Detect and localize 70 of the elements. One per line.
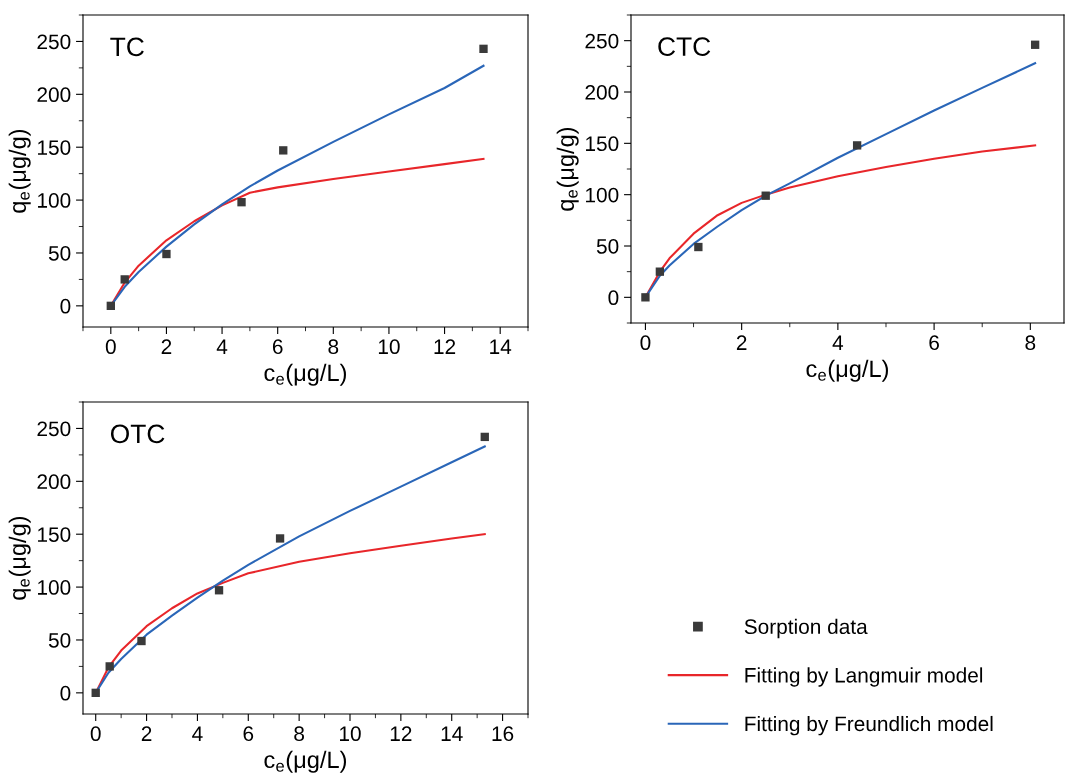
x-tick-label: 14 — [490, 339, 512, 354]
legend-label: Sorption data — [744, 618, 868, 639]
x-tick-label: 8 — [1025, 335, 1036, 351]
point — [162, 249, 171, 259]
point — [479, 44, 488, 54]
y-tick-label: 250 — [37, 421, 71, 437]
x-tick-label: 10 — [340, 726, 361, 742]
point — [279, 146, 288, 155]
y-tick-label: 0 — [608, 290, 619, 306]
x-axis-title: c$_{e}$(μg/L) — [806, 359, 888, 382]
y-tick-label: 100 — [586, 187, 619, 203]
text: TC — [110, 37, 144, 57]
x-tick-label: 0 — [105, 339, 116, 355]
y-tick-label: 0 — [60, 298, 71, 314]
x-tick-label: 6 — [243, 726, 254, 742]
x-tick-label: 2 — [141, 726, 152, 741]
point — [761, 191, 770, 200]
x-tick-label: 0 — [90, 726, 101, 742]
x-axis-title: c$_{e}$(μg/L) — [264, 750, 346, 773]
y-axis-title: q$_{e}$(μg/g) — [8, 516, 31, 600]
y-tick-label: 0 — [60, 685, 71, 701]
legend-label: Fitting by Freundlich model — [745, 715, 993, 736]
point — [106, 301, 115, 311]
y-axis-title: q$_{e}$(μg/g) — [556, 127, 579, 211]
y-tick-label: 50 — [48, 245, 71, 261]
x-tick-label: 8 — [328, 339, 339, 355]
legend-label: Fitting by Langmuir model — [745, 667, 983, 687]
y-tick-label: 100 — [38, 193, 71, 208]
y-tick-label: 200 — [585, 85, 619, 100]
x-tick-label: 6 — [929, 335, 939, 351]
x-tick-label: 14 — [441, 726, 463, 741]
point — [105, 662, 114, 671]
text: CTC — [658, 37, 711, 56]
point — [120, 275, 129, 284]
point — [641, 293, 650, 302]
x-tick-label: 10 — [378, 339, 400, 355]
y-tick-label: 250 — [37, 34, 71, 50]
y-tick-label: 100 — [38, 580, 71, 595]
x-tick-label: 4 — [192, 726, 203, 741]
point — [480, 432, 489, 442]
x-axis-title: c$_{e}$(μg/L) — [264, 363, 346, 386]
point — [1030, 40, 1040, 49]
y-tick-label: 200 — [37, 87, 71, 103]
y-tick-label: 150 — [586, 136, 619, 152]
y-tick-label: 50 — [596, 239, 619, 254]
point — [214, 586, 224, 595]
y-tick-label: 150 — [38, 140, 71, 155]
y-tick-label: 150 — [38, 527, 71, 542]
x-tick-label: 4 — [832, 335, 844, 350]
point — [237, 198, 246, 207]
point — [137, 636, 146, 646]
x-tick-label: 4 — [216, 339, 228, 354]
x-tick-label: 12 — [434, 339, 456, 354]
y-tick-label: 50 — [48, 632, 71, 648]
x-tick-label: 6 — [272, 339, 283, 355]
x-tick-label: 16 — [492, 726, 514, 742]
x-tick-label: 2 — [161, 339, 172, 354]
point — [275, 534, 285, 543]
x-tick-label: 2 — [736, 335, 747, 350]
x-tick-label: 12 — [390, 726, 412, 741]
point — [655, 267, 665, 276]
y-tick-label: 250 — [585, 33, 619, 49]
text: OTC — [110, 424, 165, 444]
point — [852, 141, 862, 150]
y-axis-title: q$_{e}$(μg/g) — [8, 129, 31, 213]
x-tick-label: 0 — [640, 335, 651, 351]
point — [91, 688, 100, 698]
x-tick-label: 8 — [294, 726, 305, 742]
point — [694, 242, 703, 252]
y-tick-label: 200 — [37, 474, 71, 490]
